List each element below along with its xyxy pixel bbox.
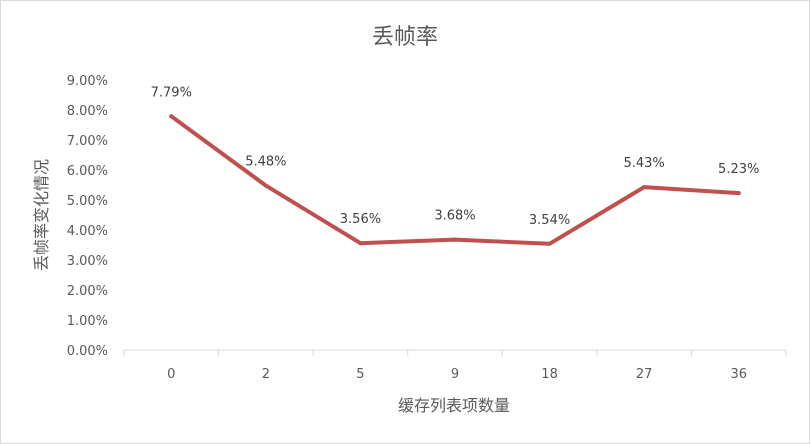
y-tick-label: 5.00%: [67, 194, 108, 209]
data-label: 5.48%: [245, 155, 286, 170]
x-tick-label: 5: [356, 367, 364, 382]
data-label: 3.68%: [434, 209, 475, 224]
series-line: [169, 114, 741, 246]
x-tick-label: 9: [451, 367, 459, 382]
y-tick-label: 9.00%: [67, 74, 108, 89]
y-axis-title: 丢帧率变化情况: [32, 159, 51, 271]
plot-area: 0.00% 1.00% 2.00% 3.00% 4.00% 5.00% 6.00% 7.00%…: [67, 74, 787, 382]
y-tick-label: 2.00%: [67, 284, 108, 299]
y-tick-label: 0.00%: [67, 344, 108, 359]
data-point: [358, 241, 363, 246]
y-tick-label: 3.00%: [67, 254, 108, 269]
x-tick-label: 18: [541, 367, 558, 382]
data-point: [169, 114, 174, 119]
data-label: 5.23%: [718, 162, 759, 177]
x-tick-label: 27: [636, 367, 653, 382]
x-tick-label: 0: [167, 367, 175, 382]
data-label: 3.56%: [340, 212, 381, 227]
y-tick-label: 4.00%: [67, 224, 108, 239]
data-label: 3.54%: [529, 213, 570, 228]
data-point: [453, 237, 457, 242]
data-point: [736, 191, 741, 196]
x-tick-label: 2: [262, 367, 270, 382]
y-tick-label: 6.00%: [67, 164, 108, 179]
chart-title: 丢帧率: [372, 25, 438, 50]
data-label: 7.79%: [151, 85, 192, 100]
data-label: 5.43%: [623, 156, 664, 171]
y-tick-label: 1.00%: [67, 314, 108, 329]
x-axis-title: 缓存列表项数量: [398, 396, 510, 415]
data-point: [263, 183, 268, 188]
y-tick-label: 7.00%: [67, 134, 108, 149]
data-point: [642, 185, 647, 190]
x-tick-label: 36: [730, 367, 747, 382]
y-tick-label: 8.00%: [67, 104, 108, 119]
data-point: [547, 241, 552, 246]
